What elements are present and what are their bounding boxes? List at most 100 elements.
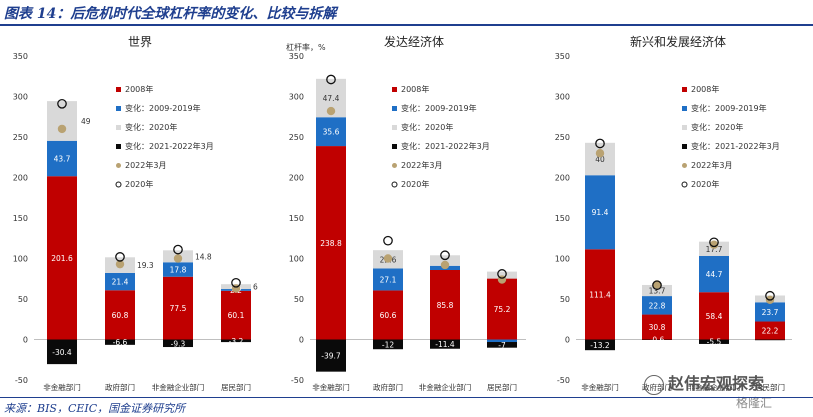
y-tick-label: 350 bbox=[555, 52, 570, 61]
legend-swatch bbox=[392, 144, 397, 149]
legend-swatch bbox=[116, 125, 121, 130]
chart-title: 新兴和发展经济体 bbox=[630, 34, 726, 49]
legend-swatch bbox=[116, 163, 121, 168]
legend-swatch bbox=[392, 163, 397, 168]
gelonghui-logo: 格隆汇 bbox=[736, 396, 773, 410]
bar-value-label: 6 bbox=[253, 283, 258, 292]
marker-2020 bbox=[57, 98, 67, 109]
x-tick-label: 非金融部门 bbox=[312, 382, 350, 392]
y-tick-label: 50 bbox=[560, 295, 570, 304]
bar-segment-1 bbox=[642, 296, 672, 315]
bar-value-label: 58.4 bbox=[706, 312, 723, 321]
marker-2020 bbox=[383, 235, 393, 246]
y-tick-label: 50 bbox=[18, 295, 28, 304]
x-tick-label: 政府部门 bbox=[373, 382, 403, 392]
chart-title: 发达经济体 bbox=[384, 34, 444, 49]
bar-value-label: -0.6 bbox=[650, 336, 665, 345]
legend-entry: 变化：2020年 bbox=[125, 122, 177, 132]
legend-swatch bbox=[115, 181, 122, 188]
bar-segment-3 bbox=[163, 339, 193, 348]
bar-segment-2 bbox=[487, 271, 517, 279]
x-tick-label: 政府部门 bbox=[105, 382, 135, 392]
footer-divider bbox=[0, 397, 813, 398]
y-tick-label: 200 bbox=[289, 174, 304, 183]
legend-entry: 变化：2021-2022年3月 bbox=[691, 141, 780, 151]
marker-2022-mar bbox=[326, 106, 336, 116]
y-tick-label: -50 bbox=[557, 376, 570, 385]
bar-value-label: 91.4 bbox=[592, 208, 609, 217]
y-tick-label: 200 bbox=[13, 174, 28, 183]
legend-swatch bbox=[681, 181, 688, 188]
legend-entry: 变化：2020年 bbox=[691, 122, 743, 132]
source-note: 来源：BIS，CEIC，国金证券研究所 bbox=[4, 402, 186, 415]
bar-value-label: -11.4 bbox=[435, 340, 455, 349]
legend-entry: 变化：2021-2022年3月 bbox=[125, 141, 214, 151]
marker-2020 bbox=[765, 290, 775, 301]
marker-2022-mar bbox=[709, 240, 719, 249]
legend-swatch bbox=[392, 125, 397, 130]
legend-swatch bbox=[682, 106, 687, 111]
x-tick-label: 非金融部门 bbox=[581, 382, 619, 392]
bar-value-label: 40 bbox=[595, 155, 605, 164]
legend-entry: 变化：2009-2019年 bbox=[125, 103, 201, 113]
bar-value-label: 19.3 bbox=[137, 261, 154, 270]
y-tick-label: 150 bbox=[13, 214, 28, 223]
bar-segment-0 bbox=[699, 292, 729, 340]
bar-value-label: -13.2 bbox=[590, 341, 610, 350]
bar-value-label: 13.7 bbox=[649, 287, 666, 296]
bar-value-label: -7 bbox=[498, 341, 506, 350]
bar-value-label: 22.8 bbox=[649, 301, 666, 310]
bar-segment-0 bbox=[585, 249, 615, 340]
header-divider bbox=[0, 24, 813, 26]
y-tick-label: 0 bbox=[565, 336, 570, 345]
figure-header: 图表 14：后危机时代全球杠杆率的变化、比较与拆解 bbox=[0, 0, 813, 26]
bar-segment-1 bbox=[163, 262, 193, 277]
bar-value-label: 44.7 bbox=[706, 270, 723, 279]
watermark-name: 赵伟宏观探索 bbox=[668, 374, 765, 393]
bar-value-label: -5.5 bbox=[707, 338, 722, 347]
x-tick-label: 居民部门 bbox=[221, 382, 251, 392]
bar-value-label: 85.8 bbox=[437, 301, 454, 310]
marker-2020 bbox=[173, 244, 183, 255]
marker-2022-mar bbox=[115, 259, 125, 269]
bar-value-label: -9.3 bbox=[171, 339, 186, 348]
y-tick-label: 200 bbox=[555, 174, 570, 183]
legend-swatch bbox=[682, 125, 687, 130]
legend-entry: 2008年 bbox=[691, 84, 719, 94]
chart-panel-world: 世界 350 300 250 200 150 100 50 0 -50 非金融部门 政府部门 非金融企业… bbox=[0, 28, 268, 396]
marker-2022-mar bbox=[440, 260, 450, 270]
marker-2020 bbox=[595, 138, 605, 149]
chart-panel-advanced: 发达经济体 杠杆率，% 350 300 250 200 150 100 50 0 -50 非金融部门 政… bbox=[272, 28, 540, 396]
bar-value-label: -30.4 bbox=[52, 348, 72, 357]
bar-segment-2 bbox=[47, 101, 77, 141]
marker-2022-mar bbox=[595, 149, 605, 158]
legend-swatch bbox=[682, 87, 687, 92]
y-tick-label: 300 bbox=[289, 93, 304, 102]
marker-2020 bbox=[326, 74, 336, 85]
bar-segment-3 bbox=[755, 339, 785, 341]
marker-2022-mar bbox=[57, 124, 67, 134]
y-tick-label: -50 bbox=[15, 376, 28, 385]
legend-swatch bbox=[116, 106, 121, 111]
bar-segment-1 bbox=[699, 255, 729, 293]
bar-segment-0 bbox=[163, 276, 193, 340]
marker-2020 bbox=[115, 252, 125, 262]
bar-segment-0 bbox=[47, 176, 77, 340]
bar-segment-1 bbox=[373, 268, 403, 291]
bar-segment-0 bbox=[373, 290, 403, 340]
legend-swatch bbox=[116, 144, 121, 149]
chart-world: 世界 350 300 250 200 150 100 50 0 -50 非金融部门 政府部门 非金融企业… bbox=[13, 35, 258, 392]
bar-value-label: 21.4 bbox=[112, 278, 129, 287]
marker-2022-mar bbox=[173, 254, 183, 263]
bar-value-label: 43.7 bbox=[54, 155, 71, 164]
x-tick-label: 非金融企业部门 bbox=[419, 382, 472, 392]
y-tick-label: 150 bbox=[289, 214, 304, 223]
bar-segment-1 bbox=[105, 272, 135, 291]
bar-value-label: 238.8 bbox=[320, 239, 342, 248]
bar-value-label: 27.1 bbox=[380, 275, 397, 284]
bar-value-label: 60.6 bbox=[380, 311, 397, 320]
y-tick-label: 350 bbox=[13, 52, 28, 61]
x-tick-label: 非金融部门 bbox=[43, 382, 81, 392]
x-tick-label: 居民部门 bbox=[755, 382, 785, 392]
